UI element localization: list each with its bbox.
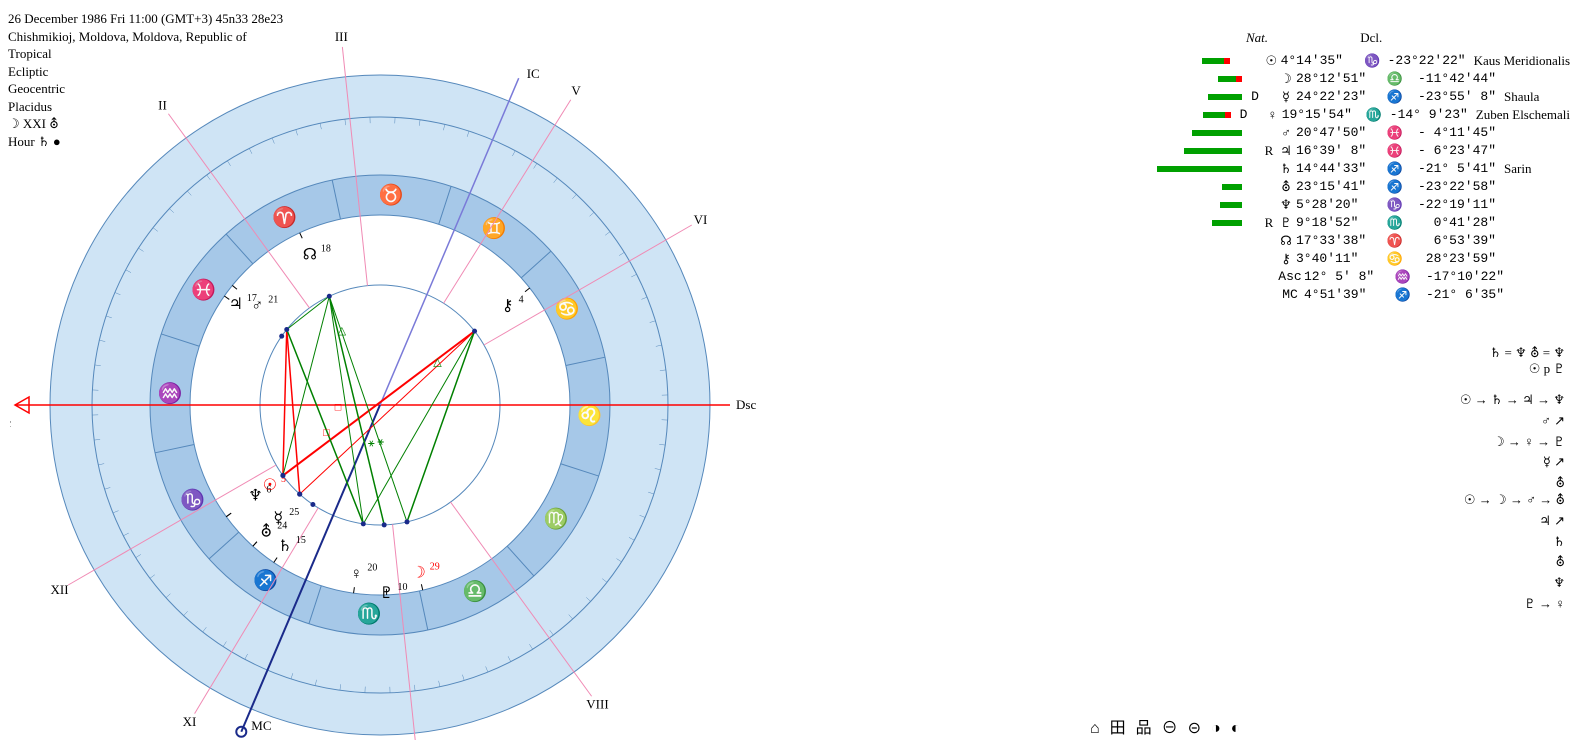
natal-chart: ♈♉♊♋♌♍♎♏♐♑♒♓XIIXIIXVIIIVIVIIIIIAscDscMCI…: [10, 20, 760, 740]
dispositor-line: ☉ → ♄ → ♃ → ♆: [1460, 390, 1565, 411]
position-row: MC 4°51'39"♐-21° 6'35": [1090, 286, 1570, 304]
position-row: R♇ 9°18'52"♏ 0°41'28": [1090, 214, 1570, 232]
svg-text:△: △: [338, 325, 347, 337]
dispositor-line: ♂ ↗: [1460, 411, 1565, 432]
planet-glyph: ☉: [1262, 52, 1281, 70]
svg-text:♌: ♌: [577, 403, 602, 427]
svg-text:III: III: [335, 29, 348, 44]
dispositor-line: ♄: [1464, 532, 1565, 553]
dispositor-line: ☉ → ☽ → ♂ → ⛢: [1464, 490, 1565, 511]
mid-0: ♄ = ♆ ⛢ = ♆: [1490, 345, 1565, 361]
svg-text:♈: ♈: [272, 205, 297, 229]
dispositor-line: ♆: [1464, 573, 1565, 594]
svg-text:⚷: ⚷: [502, 297, 514, 314]
svg-text:4: 4: [519, 294, 524, 305]
svg-text:♋: ♋: [555, 297, 580, 321]
planet-glyph: ☽: [1276, 70, 1296, 88]
svg-text:29: 29: [430, 562, 440, 573]
planet-glyph: ⛢: [1276, 178, 1296, 196]
svg-text:♄: ♄: [278, 538, 292, 555]
position-row: ☊17°33'38"♈ 6°53'39": [1090, 232, 1570, 250]
svg-text:XII: XII: [51, 582, 69, 597]
svg-text:XI: XI: [183, 714, 197, 729]
svg-text:♃: ♃: [229, 296, 243, 313]
dispositor-block-1: ☉ → ♄ → ♃ → ♆ ♂ ↗☽ → ♀ → ♇☿ ↗⛢: [1460, 390, 1565, 494]
svg-text:Asc: Asc: [10, 415, 11, 430]
svg-text:VIII: VIII: [586, 696, 608, 711]
svg-text:♉: ♉: [379, 182, 404, 206]
svg-text:Dsc: Dsc: [736, 397, 756, 412]
svg-text:☿: ☿: [273, 510, 283, 527]
planet-glyph: ♆: [1276, 196, 1296, 214]
svg-text:II: II: [158, 98, 167, 113]
planet-glyph: Asc: [1276, 268, 1304, 286]
mid-1: ☉ p ♇: [1490, 361, 1565, 377]
positions-panel: Nat. Dcl. ☉ 4°14'35"♑-23°22'22"Kaus Meri…: [1090, 30, 1570, 304]
planet-glyph: ⚷: [1276, 250, 1296, 268]
position-row: ♂20°47'50"♓- 4°11'45": [1090, 124, 1570, 142]
planet-glyph: ♇: [1276, 214, 1296, 232]
midpoint-block: ♄ = ♆ ⛢ = ♆ ☉ p ♇: [1490, 345, 1565, 378]
position-row: ☉ 4°14'35"♑-23°22'22"Kaus Meridionalis: [1090, 52, 1570, 70]
position-row: D♀19°15'54"♏-14° 9'23"Zuben Elschemali: [1090, 106, 1570, 124]
svg-text:♓: ♓: [191, 278, 216, 302]
svg-text:□: □: [323, 427, 330, 439]
position-row: ⛢23°15'41"♐-23°22'58": [1090, 178, 1570, 196]
svg-text:☽: ☽: [412, 565, 426, 582]
dispositor-line: ♇ → ♀: [1464, 594, 1565, 615]
svg-text:♏: ♏: [357, 602, 382, 626]
svg-text:IC: IC: [527, 66, 540, 81]
svg-text:⚹: ⚹: [377, 436, 384, 448]
svg-text:18: 18: [321, 244, 331, 255]
position-row: D☿24°22'23"♐-23°55' 8"Shaula: [1090, 88, 1570, 106]
svg-text:25: 25: [289, 507, 299, 518]
svg-text:20: 20: [367, 562, 377, 573]
svg-text:10: 10: [398, 582, 408, 593]
dispositor-line: ☿ ↗: [1460, 452, 1565, 473]
svg-text:♎: ♎: [463, 579, 488, 603]
svg-text:⚹: ⚹: [368, 437, 375, 449]
planet-glyph: ☊: [1276, 232, 1296, 250]
svg-text:□: □: [335, 401, 342, 413]
svg-text:V: V: [571, 83, 581, 98]
position-row: ⚷ 3°40'11"♋ 28°23'59": [1090, 250, 1570, 268]
dispositor-line: ⛢: [1464, 552, 1565, 573]
svg-text:♂: ♂: [251, 298, 263, 315]
planet-glyph: MC: [1276, 286, 1304, 304]
planet-glyph: ♀: [1263, 106, 1282, 124]
svg-text:MC: MC: [251, 718, 271, 733]
dispositor-line: ☽ → ♀ → ♇: [1460, 432, 1565, 453]
nat-label: Nat.: [1090, 30, 1268, 46]
position-row: ♆ 5°28'20"♑-22°19'11": [1090, 196, 1570, 214]
planet-glyph: ♄: [1276, 160, 1296, 178]
position-row: Asc12° 5' 8"♒-17°10'22": [1090, 268, 1570, 286]
svg-text:⛢: ⛢: [260, 522, 272, 540]
position-row: ☽28°12'51"♎-11°42'44": [1090, 70, 1570, 88]
svg-text:☉: ☉: [263, 477, 277, 494]
planet-glyph: ♂: [1276, 124, 1296, 142]
svg-text:♍: ♍: [544, 506, 569, 530]
position-row: R♃16°39' 8"♓- 6°23'47": [1090, 142, 1570, 160]
svg-text:♀: ♀: [350, 565, 362, 582]
positions-table: ☉ 4°14'35"♑-23°22'22"Kaus Meridionalis☽2…: [1090, 52, 1570, 304]
svg-text:VI: VI: [694, 212, 708, 227]
planet-glyph: ♃: [1276, 142, 1296, 160]
svg-text:15: 15: [296, 535, 306, 546]
svg-text:♒: ♒: [158, 381, 183, 405]
planet-glyph: ☿: [1276, 88, 1296, 106]
position-row: ♄14°44'33"♐-21° 5'41"Sarin: [1090, 160, 1570, 178]
dcl-label: Dcl.: [1271, 30, 1471, 46]
svg-text:21: 21: [268, 295, 278, 306]
svg-text:♆: ♆: [248, 488, 262, 505]
svg-text:△: △: [433, 357, 442, 369]
svg-text:☊: ☊: [303, 247, 317, 264]
dispositor-line: ♃ ↗: [1464, 511, 1565, 532]
dispositor-block-2: ☉ → ☽ → ♂ → ⛢ ♃ ↗ ♄ ⛢♆♇ → ♀: [1464, 490, 1565, 615]
footer-glyph-toolbar[interactable]: ⌂ 田 品 ⊖ ⊝ ◑ ◐: [1090, 714, 1243, 738]
